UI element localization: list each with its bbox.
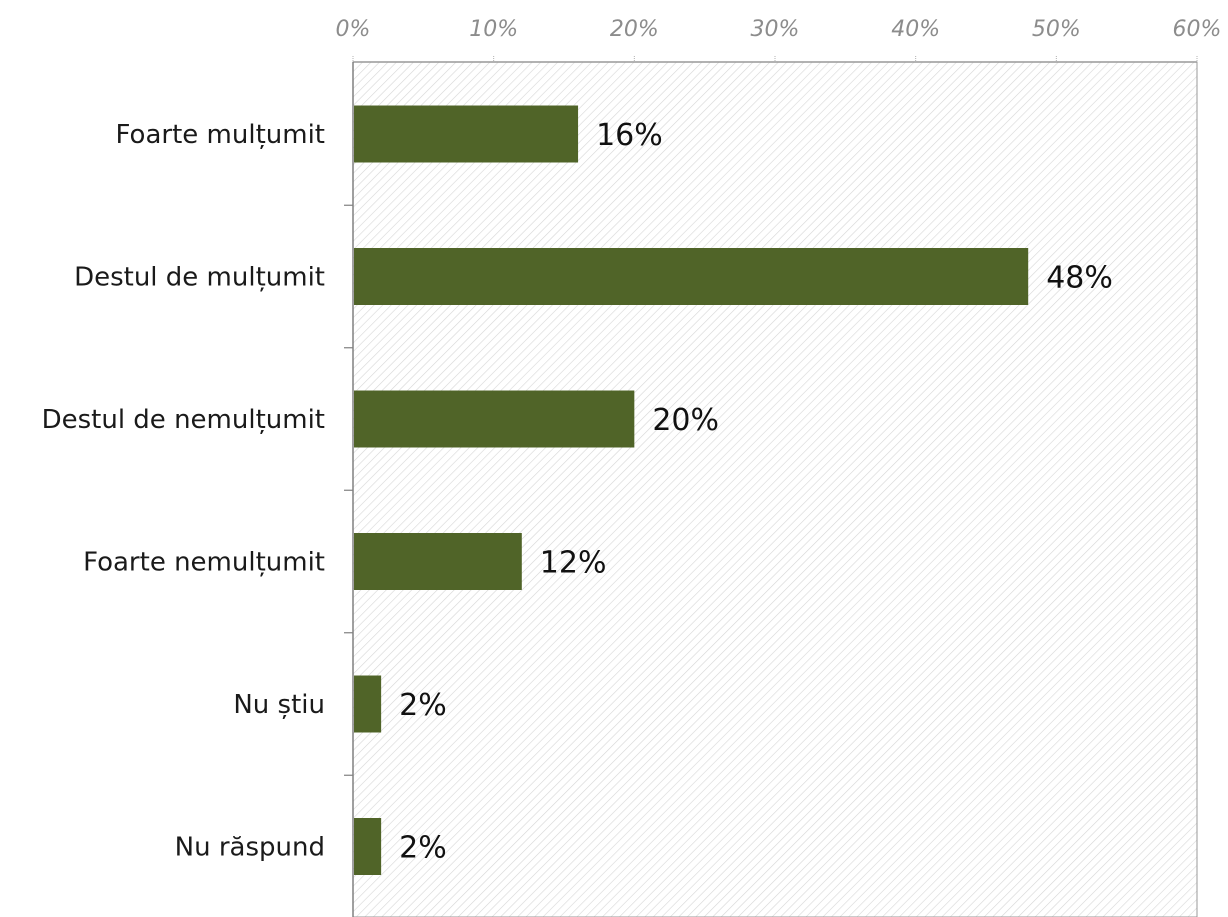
bar-1 — [354, 248, 1029, 305]
bar-3 — [354, 533, 522, 590]
x-tick-label: 60% — [1173, 17, 1222, 42]
x-tick-label: 30% — [751, 17, 800, 42]
data-label: 48% — [1046, 261, 1113, 296]
data-label: 2% — [399, 831, 447, 866]
category-label: Nu răspund — [175, 833, 325, 863]
bar-4 — [354, 675, 382, 733]
x-tick-label: 50% — [1032, 17, 1081, 42]
data-label: 12% — [540, 546, 607, 581]
category-label: Destul de nemulțumit — [42, 405, 325, 435]
category-label: Foarte mulțumit — [116, 120, 325, 150]
category-label: Nu știu — [233, 690, 325, 720]
x-tick-label: 10% — [469, 17, 518, 42]
x-tick-label: 40% — [891, 17, 940, 42]
plot-area — [353, 62, 1197, 917]
x-tick-label: 20% — [610, 17, 659, 42]
category-label: Destul de mulțumit — [74, 263, 325, 293]
bar-0 — [354, 105, 579, 163]
category-label: Foarte nemulțumit — [83, 548, 325, 578]
data-label: 2% — [399, 688, 447, 723]
x-tick-label: 0% — [336, 17, 371, 42]
data-label: 16% — [596, 118, 663, 153]
bar-5 — [354, 818, 382, 875]
data-label: 20% — [652, 403, 719, 438]
bar-2 — [354, 390, 635, 448]
